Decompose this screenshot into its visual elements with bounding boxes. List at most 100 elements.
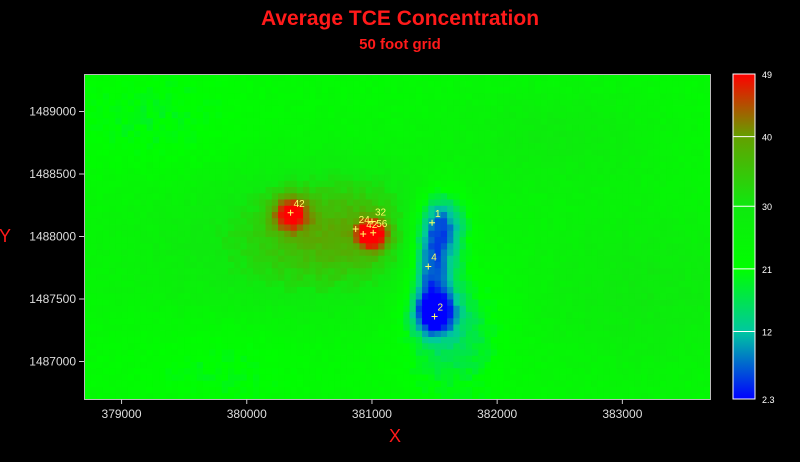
heatmap-cell [540, 267, 548, 275]
heatmap-cell [534, 205, 542, 212]
heatmap-cell [84, 142, 91, 150]
heatmap-cell [447, 330, 454, 337]
heatmap-cell [234, 305, 241, 312]
heatmap-cell [672, 342, 680, 350]
heatmap-cell [353, 336, 360, 344]
heatmap-cell [378, 286, 385, 294]
heatmap-cell [365, 224, 373, 231]
heatmap-cell [165, 111, 173, 119]
heatmap-cell [672, 361, 680, 369]
heatmap-cell [553, 324, 561, 331]
heatmap-cell [84, 355, 91, 362]
heatmap-cell [409, 199, 417, 206]
heatmap-cell [497, 161, 504, 169]
heatmap-cell [534, 192, 542, 200]
heatmap-cell [115, 105, 123, 112]
heatmap-cell [384, 292, 392, 300]
heatmap-cell [134, 180, 141, 187]
heatmap-cell [371, 124, 379, 131]
heatmap-cell [534, 236, 542, 244]
heatmap-cell [278, 205, 285, 212]
heatmap-cell [359, 192, 367, 200]
heatmap-cell [403, 342, 411, 350]
heatmap-cell [697, 361, 705, 369]
heatmap-cell [465, 224, 473, 231]
heatmap-cell [553, 117, 561, 125]
heatmap-cell [171, 111, 179, 119]
heatmap-cell [246, 124, 254, 131]
heatmap-cell [484, 167, 492, 175]
heatmap-cell [641, 242, 648, 250]
heatmap-cell [678, 299, 686, 306]
heatmap-cell [509, 255, 517, 262]
heatmap-cell [346, 292, 354, 300]
heatmap-cell [196, 392, 204, 400]
heatmap-cell [684, 205, 692, 212]
heatmap-cell [415, 317, 423, 325]
heatmap-cell [678, 392, 686, 400]
heatmap-cell [616, 349, 623, 356]
heatmap-cell [296, 380, 304, 387]
heatmap-cell [102, 224, 110, 231]
heatmap-cell [641, 355, 648, 362]
heatmap-cell [415, 336, 423, 344]
heatmap-cell [472, 161, 479, 169]
heatmap-cell [559, 374, 567, 381]
heatmap-cell [384, 217, 392, 225]
heatmap-cell [121, 280, 129, 287]
heatmap-cell [346, 361, 354, 369]
heatmap-cell [603, 342, 611, 350]
heatmap-cell [253, 205, 260, 212]
heatmap-cell [303, 299, 310, 306]
heatmap-cell [540, 292, 548, 300]
heatmap-cell [584, 180, 592, 187]
heatmap-cell [528, 161, 536, 169]
heatmap-cell [440, 280, 448, 287]
heatmap-cell [653, 392, 661, 400]
heatmap-cell [177, 192, 185, 200]
heatmap-cell [428, 280, 436, 287]
heatmap-cell [384, 380, 392, 387]
heatmap-cell [96, 230, 104, 237]
heatmap-cell [616, 374, 623, 381]
heatmap-cell [296, 374, 304, 381]
heatmap-cell [196, 92, 204, 100]
heatmap-cell [371, 142, 379, 150]
heatmap-cell [509, 280, 517, 287]
heatmap-cell [522, 386, 529, 394]
heatmap-cell [384, 249, 392, 256]
heatmap-cell [303, 205, 310, 212]
heatmap-cell [109, 174, 116, 181]
heatmap-cell [184, 380, 191, 387]
heatmap-cell [678, 192, 686, 200]
heatmap-cell [666, 217, 673, 225]
heatmap-cell [540, 111, 548, 119]
heatmap-cell [490, 349, 498, 356]
heatmap-cell [659, 267, 667, 275]
heatmap-cell [127, 261, 135, 269]
heatmap-cell [472, 186, 479, 194]
heatmap-cell [409, 92, 417, 100]
heatmap-cell [422, 299, 429, 306]
heatmap-cell [528, 211, 536, 219]
heatmap-cell [622, 361, 630, 369]
heatmap-cell [628, 336, 636, 344]
heatmap-cell [440, 155, 448, 162]
heatmap-cell [196, 324, 204, 331]
heatmap-cell [265, 267, 273, 275]
heatmap-cell [397, 230, 404, 237]
heatmap-cell [684, 286, 692, 294]
heatmap-cell [659, 180, 667, 187]
heatmap-cell [234, 149, 241, 156]
heatmap-cell [697, 299, 705, 306]
heatmap-cell [346, 324, 354, 331]
heatmap-cell [647, 161, 655, 169]
heatmap-cell [422, 311, 429, 319]
heatmap-cell [334, 242, 342, 250]
heatmap-cell [209, 199, 216, 206]
heatmap-cell [265, 261, 273, 269]
heatmap-cell [415, 136, 423, 144]
heatmap-cell [303, 367, 310, 375]
heatmap-cell [415, 224, 423, 231]
heatmap-cell [202, 192, 210, 200]
